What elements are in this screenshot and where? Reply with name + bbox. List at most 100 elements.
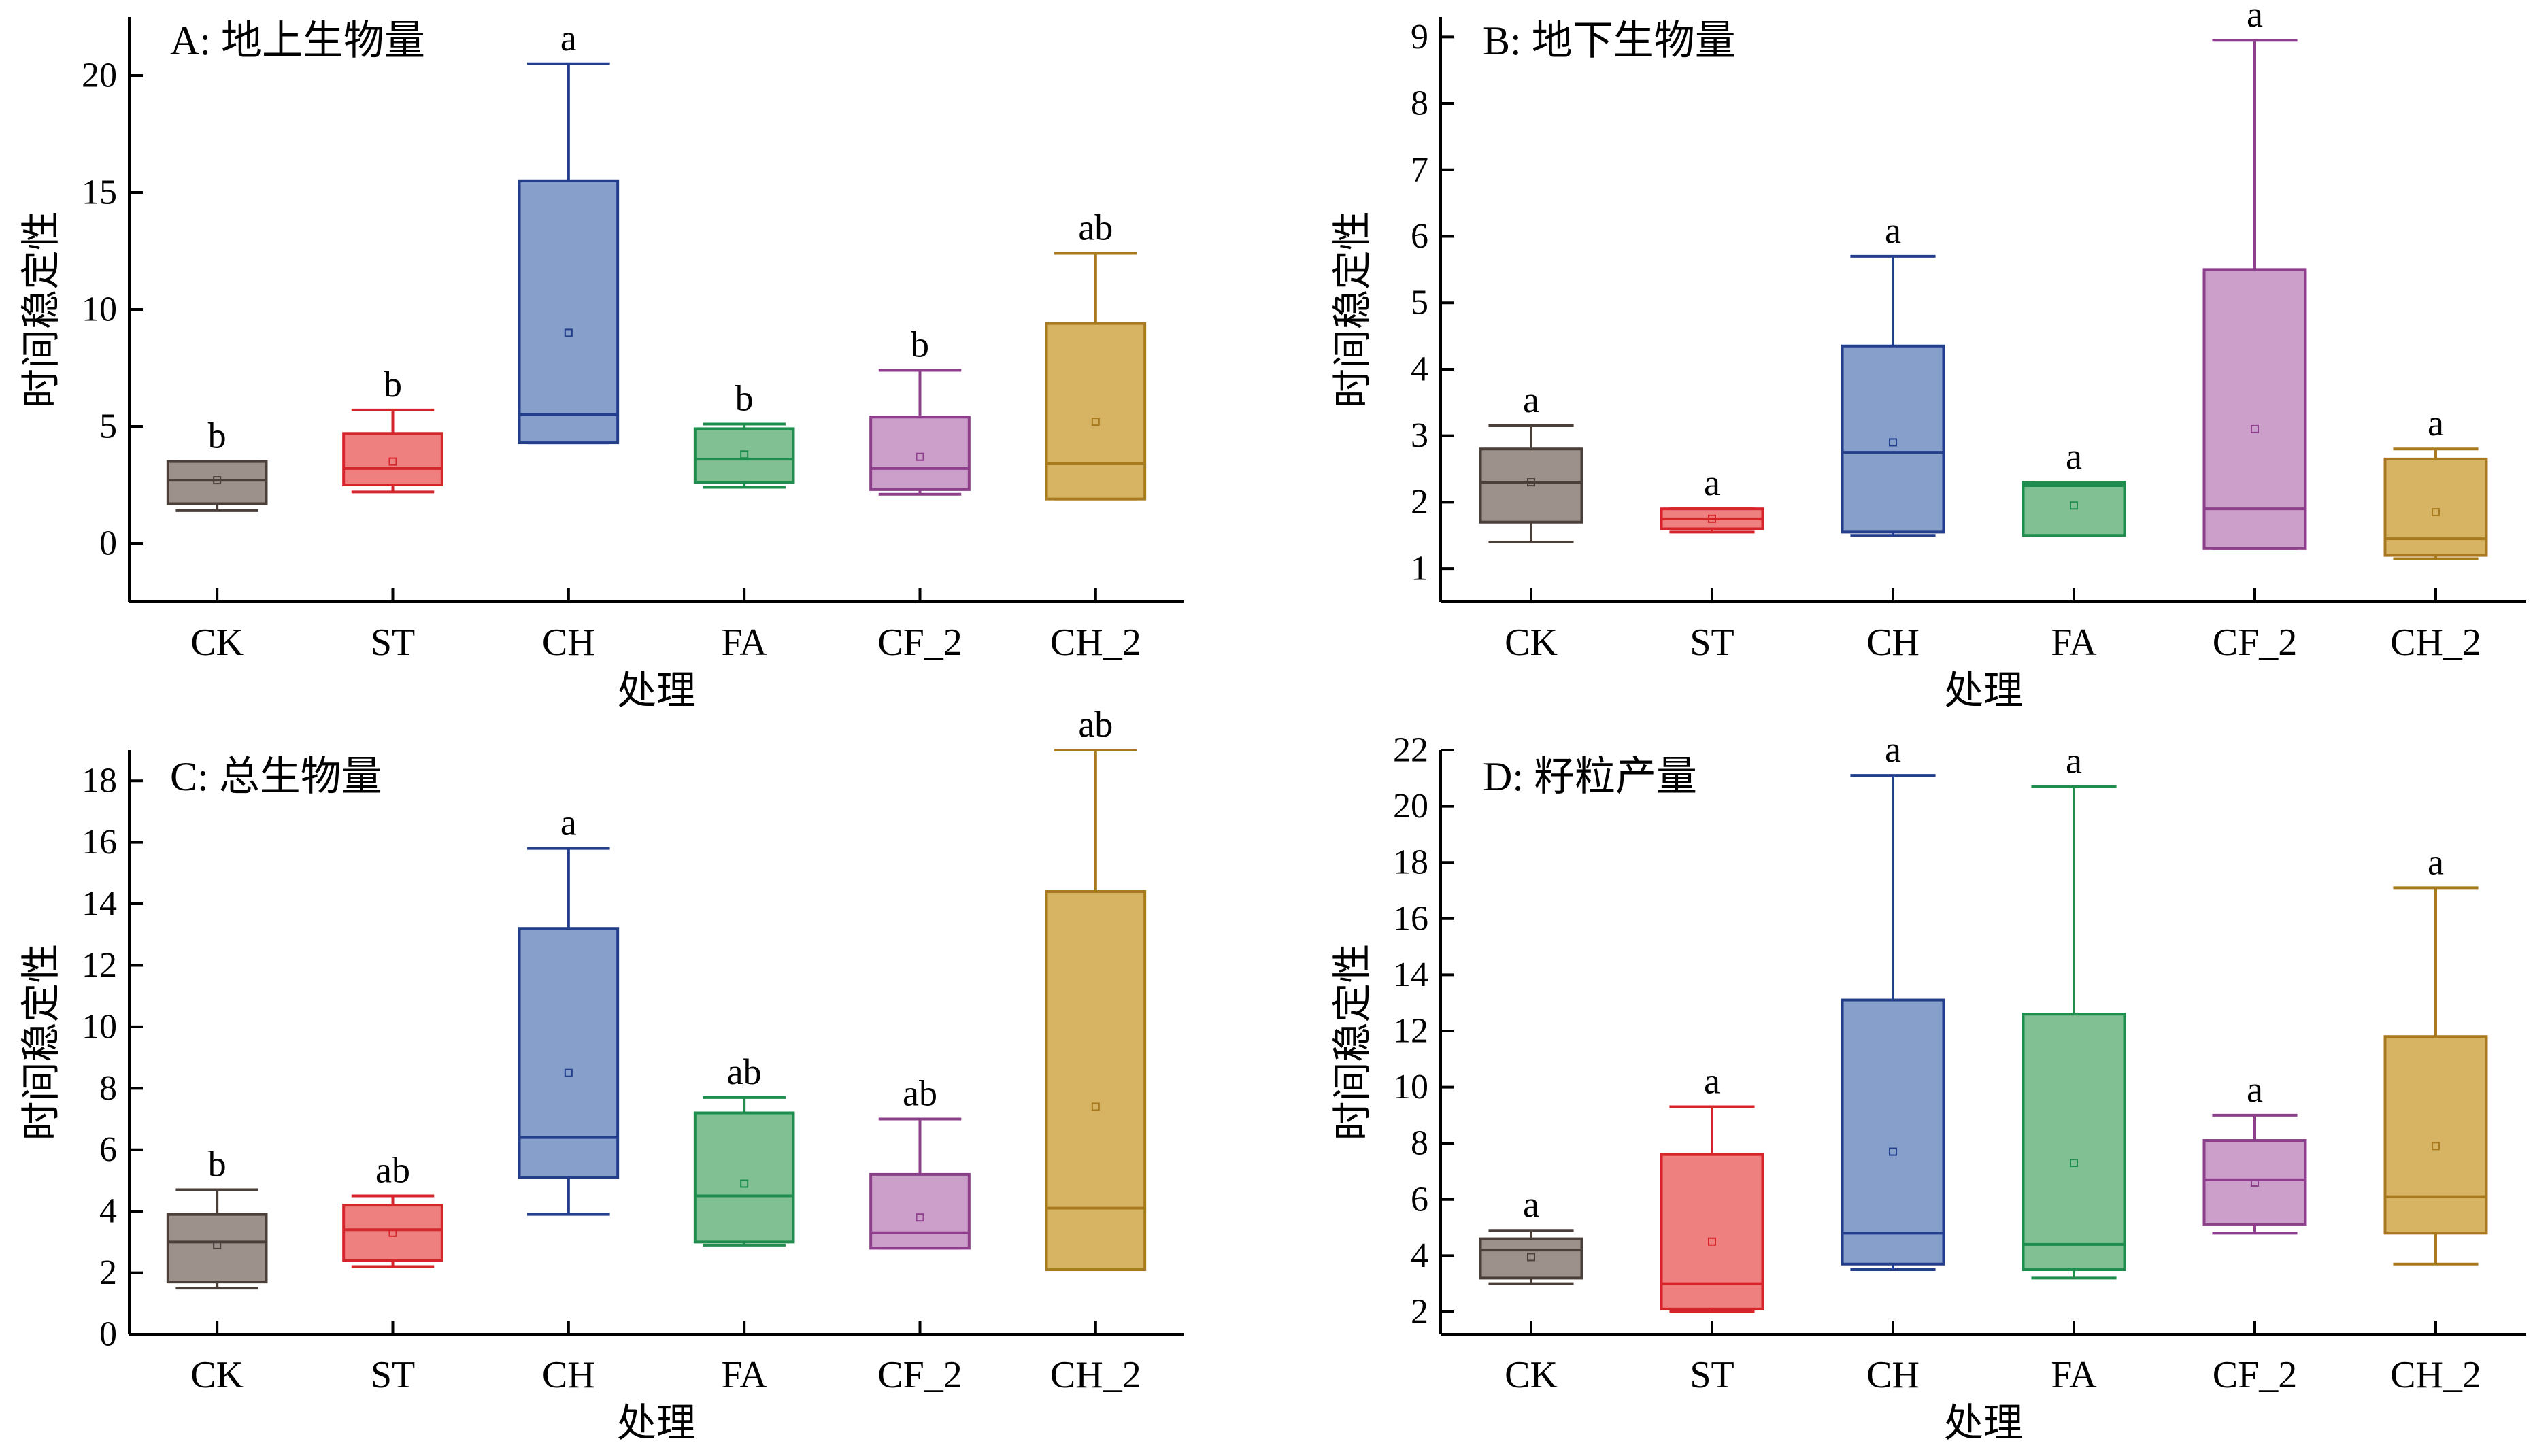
y-tick-label: 5 <box>1411 284 1428 322</box>
box-CH: a <box>1841 729 1945 1272</box>
panel-title: B: 地下生物量 <box>1483 18 1736 63</box>
box-iqr <box>693 427 795 484</box>
mean-marker <box>564 328 573 337</box>
mean-marker <box>1708 1237 1716 1246</box>
significance-label: b <box>735 378 754 419</box>
mean-marker <box>916 452 924 461</box>
x-category-label: CH_2 <box>2390 622 2481 664</box>
chart-panel-3: 0 2 4 6 8 10 12 14 16 18 CK ST CH FA CF_2 CH_2 处理 时间稳定性 C:… <box>19 704 1184 1445</box>
chart-panel-4: 2 4 6 8 10 12 14 16 18 20 22 CK ST CH FA CF_2 CH_2 处理 时间稳定… <box>1330 729 2526 1445</box>
y-tick-label: 4 <box>99 1192 117 1231</box>
y-tick-label: 20 <box>82 56 117 95</box>
y-tick-label: 18 <box>82 762 117 800</box>
x-category-label: FA <box>2051 1354 2097 1396</box>
box-iqr <box>1045 322 1147 501</box>
y-tick-label: 16 <box>1393 899 1428 938</box>
mean-marker <box>1091 1102 1100 1111</box>
box-CH: a <box>518 18 620 445</box>
box-CH: a <box>518 802 620 1216</box>
box-CH_2: ab <box>1045 704 1147 1272</box>
x-category-label: CK <box>1505 622 1558 664</box>
y-tick-label: 9 <box>1411 18 1428 56</box>
y-tick-label: 14 <box>82 885 117 924</box>
x-axis-title: 处理 <box>1944 668 2023 713</box>
mean-marker <box>740 1179 749 1188</box>
box-iqr <box>342 432 443 487</box>
significance-label: a <box>1523 1184 1539 1225</box>
box-iqr <box>166 460 268 505</box>
mean-marker <box>1889 1147 1897 1156</box>
significance-label: ab <box>375 1150 410 1191</box>
y-tick-label: 0 <box>99 1315 117 1354</box>
panel-title: D: 籽粒产量 <box>1483 754 1697 799</box>
mean-marker <box>1708 514 1716 523</box>
significance-label: a <box>1523 379 1539 420</box>
y-tick-label: 12 <box>82 946 117 985</box>
box-CF_2: a <box>2202 1069 2307 1235</box>
y-tick-label: 10 <box>82 1007 117 1046</box>
x-category-label: CH <box>542 622 595 664</box>
mean-marker <box>564 1068 573 1077</box>
box-CH_2: ab <box>1045 207 1147 501</box>
y-tick-label: 4 <box>1411 350 1428 388</box>
box-iqr <box>1479 1237 1583 1280</box>
x-category-label: CH_2 <box>2390 1354 2481 1396</box>
y-tick-label: 6 <box>99 1130 117 1169</box>
box-ST: ab <box>342 1150 443 1268</box>
chart-panel-2: 1 2 3 4 5 6 7 8 9 CK ST CH FA CF_2 CH_2 处理 时间稳定性 B: 地下生物量… <box>1330 0 2526 713</box>
y-tick-label: 16 <box>82 823 117 862</box>
y-tick-label: 2 <box>99 1253 117 1292</box>
x-category-label: ST <box>1690 1354 1734 1396</box>
box-iqr <box>2022 1013 2126 1272</box>
x-category-label: ST <box>1690 622 1734 664</box>
mean-marker <box>2432 1142 2440 1151</box>
y-tick-label: 12 <box>1393 1011 1428 1050</box>
box-iqr <box>518 179 620 445</box>
box-CF_2: a <box>2202 0 2307 550</box>
box-CH_2: a <box>2383 841 2488 1266</box>
box-CH_2: a <box>2383 403 2488 560</box>
x-category-label: CH <box>542 1354 595 1396</box>
box-ST: a <box>1660 462 1764 534</box>
box-CF_2: ab <box>869 1073 971 1250</box>
x-category-label: CH <box>1866 1354 1919 1396</box>
y-tick-label: 10 <box>1393 1068 1428 1106</box>
y-axis-title: 时间稳定性 <box>1330 211 1375 408</box>
x-category-label: CK <box>1505 1354 1558 1396</box>
mean-marker <box>388 1228 397 1237</box>
y-axis-title: 时间稳定性 <box>19 943 63 1140</box>
box-FA: a <box>2022 741 2126 1280</box>
x-category-label: CH_2 <box>1050 1354 1141 1396</box>
box-iqr <box>2383 457 2488 557</box>
y-tick-label: 15 <box>82 173 117 212</box>
mean-marker <box>916 1213 924 1222</box>
box-iqr <box>869 1172 971 1250</box>
y-tick-label: 4 <box>1411 1236 1428 1275</box>
y-tick-label: 6 <box>1411 217 1428 256</box>
mean-marker <box>2432 508 2440 517</box>
y-tick-label: 0 <box>99 524 117 563</box>
y-axis-title: 时间稳定性 <box>19 211 63 408</box>
box-ST: b <box>342 364 443 494</box>
mean-marker <box>1527 478 1535 487</box>
x-category-label: CF_2 <box>877 1354 962 1396</box>
x-category-label: FA <box>721 1354 767 1396</box>
mean-marker <box>2070 1159 2078 1168</box>
significance-label: a <box>1704 462 1720 503</box>
mean-marker <box>388 457 397 466</box>
mean-marker <box>2070 501 2078 510</box>
x-category-label: CH <box>1866 622 1919 664</box>
x-category-label: ST <box>371 622 415 664</box>
y-tick-label: 1 <box>1411 549 1428 588</box>
y-tick-label: 8 <box>1411 1124 1428 1163</box>
significance-label: b <box>911 324 929 365</box>
significance-label: b <box>208 1144 227 1185</box>
x-category-label: FA <box>721 622 767 664</box>
chart-panel-1: 0 5 10 15 20 CK ST CH FA CF_2 CH_2 处理 时间稳定性 A: 地上生物量 b… <box>19 17 1184 713</box>
significance-label: a <box>1885 729 1901 770</box>
box-CK: b <box>166 416 268 512</box>
mean-marker <box>213 476 222 485</box>
x-axis-title: 处理 <box>617 668 696 713</box>
y-tick-label: 22 <box>1393 731 1428 770</box>
